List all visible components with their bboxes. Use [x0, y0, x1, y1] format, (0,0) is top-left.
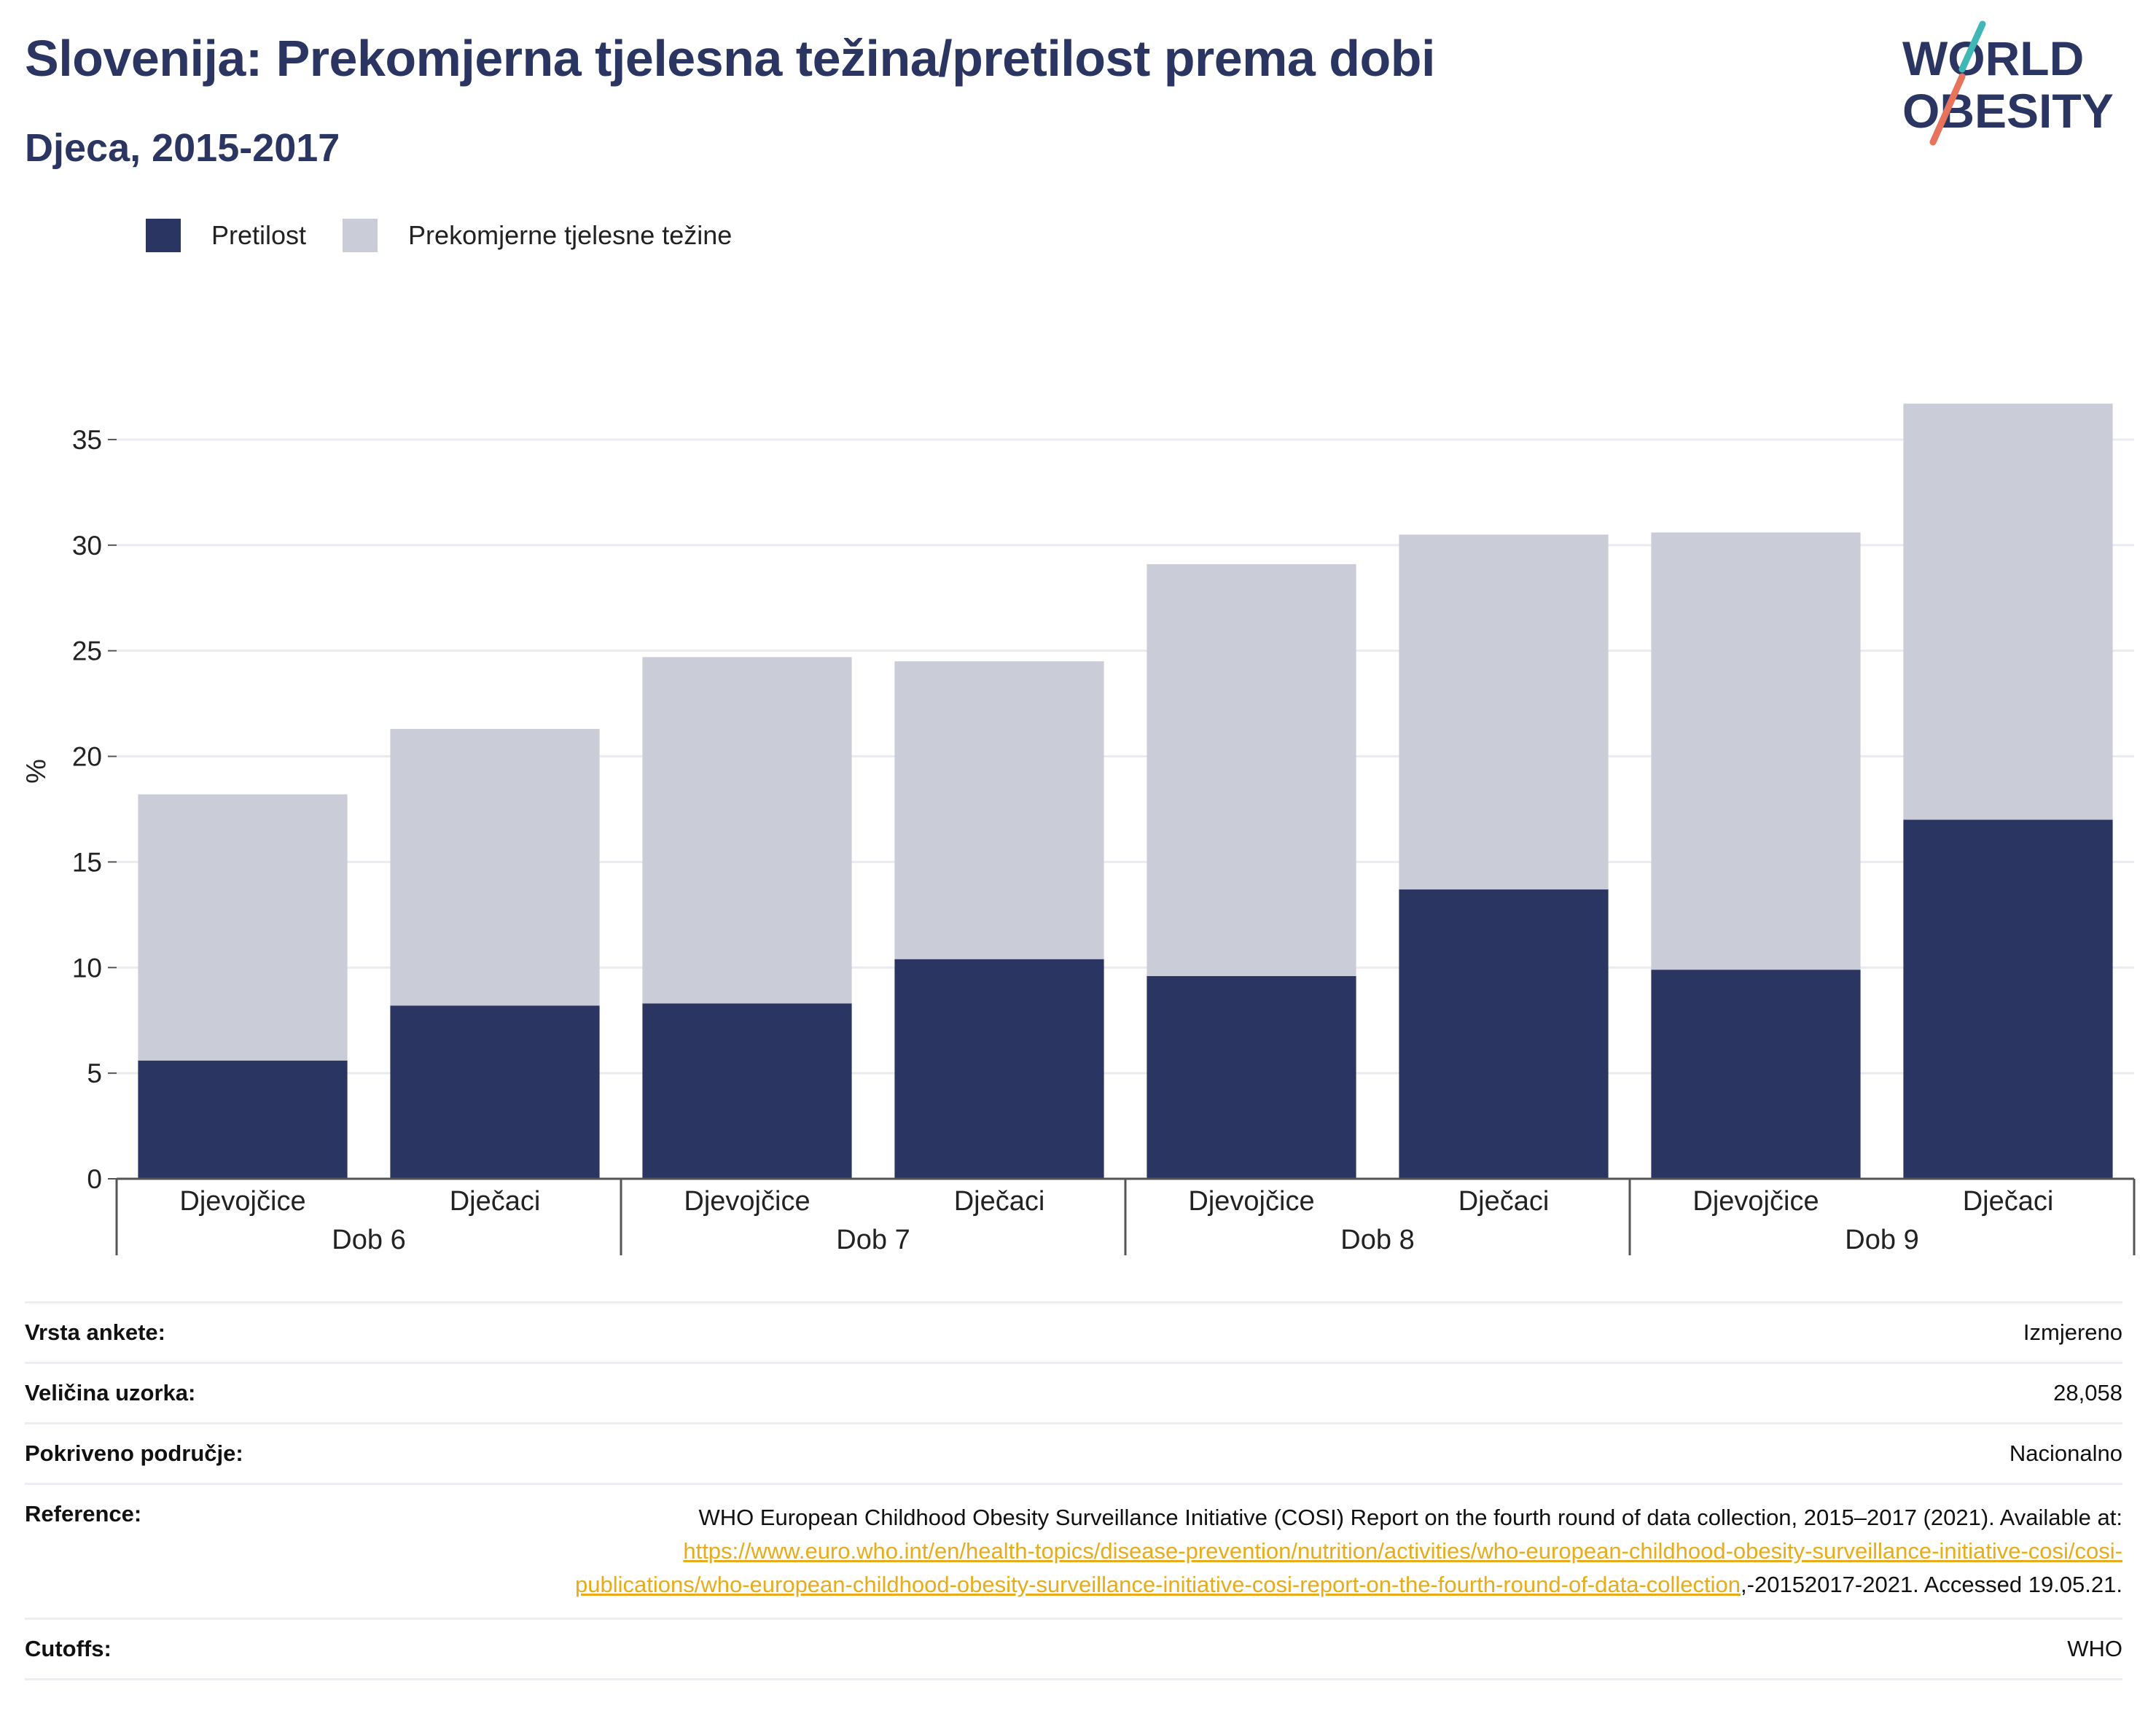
- group-label: Dob 7: [836, 1225, 910, 1255]
- coverage-label: Pokriveno područje:: [25, 1440, 243, 1466]
- coverage-value: Nacionalno: [2009, 1440, 2122, 1466]
- chart-subtitle: Djeca, 2015-2017: [25, 126, 340, 170]
- info-row-cutoffs: Cutoffs: WHO: [25, 1618, 2122, 1680]
- y-tick-label: 20: [72, 742, 102, 772]
- bars: [138, 403, 2113, 1179]
- group-label: Dob 8: [1340, 1225, 1414, 1255]
- group-label: Dob 9: [1845, 1225, 1918, 1255]
- bar-overweight: [1147, 564, 1356, 976]
- sample-size-value: 28,058: [2053, 1380, 2122, 1405]
- stacked-bar-chart: 0 5 10 15 20 25 30 35 Djevojčice Dječaci Djevojčic…: [21, 403, 2136, 1255]
- legend-label-overweight: Prekomjerne tjelesne težine: [408, 220, 733, 250]
- survey-type-label: Vrsta ankete:: [25, 1319, 165, 1345]
- logo-slash-teal: [1958, 20, 1986, 73]
- y-tick-label: 10: [72, 953, 102, 983]
- legend-label-obesity: Pretilost: [211, 220, 307, 250]
- survey-type-value: Izmjereno: [2023, 1319, 2122, 1345]
- x-tick-label: Djevojčice: [1188, 1186, 1314, 1217]
- reference-label: Reference:: [25, 1501, 142, 1527]
- world-obesity-logo: WORLD OBESITY: [1902, 20, 2114, 146]
- sample-size-label: Veličina uzorka:: [25, 1380, 196, 1405]
- legend-swatch-obesity: [146, 219, 181, 252]
- bar-obesity: [642, 1003, 852, 1179]
- bar-overweight: [1903, 403, 2113, 820]
- bar-obesity: [138, 1060, 348, 1179]
- y-tick-label: 5: [87, 1058, 102, 1088]
- x-tick-label: Djevojčice: [684, 1186, 810, 1217]
- x-tick-label: Dječaci: [954, 1186, 1045, 1217]
- y-tick-label: 30: [72, 531, 102, 561]
- bar-overweight: [138, 794, 348, 1061]
- info-row-survey: Vrsta ankete: Izmjereno: [25, 1301, 2122, 1362]
- info-row-reference: Reference: WHO European Childhood Obesit…: [25, 1483, 2122, 1618]
- legend-item-overweight[interactable]: Prekomjerne tjelesne težine: [343, 219, 732, 252]
- bar-obesity: [390, 1005, 600, 1179]
- cutoffs-label: Cutoffs:: [25, 1636, 112, 1661]
- x-tick-label: Dječaci: [450, 1186, 541, 1217]
- bar-obesity: [1147, 975, 1356, 1179]
- bar-obesity: [1903, 819, 2113, 1179]
- logo-slash-coral: [1929, 73, 1966, 146]
- chart-legend: Pretilost Prekomjerne tjelesne težine: [146, 217, 768, 254]
- info-row-sample: Veličina uzorka: 28,058: [25, 1362, 2122, 1422]
- bar-overweight: [894, 661, 1104, 959]
- chart-title: Slovenija: Prekomjerna tjelesna težina/p…: [25, 30, 1435, 87]
- y-tick-label: 15: [72, 847, 102, 877]
- info-table: Vrsta ankete: Izmjereno Veličina uzorka:…: [25, 1301, 2122, 1680]
- cutoffs-value: WHO: [2067, 1636, 2122, 1661]
- bar-overweight: [1651, 532, 1861, 970]
- bar-obesity: [1399, 889, 1609, 1179]
- bar-obesity: [894, 959, 1104, 1179]
- x-tick-label: Djevojčice: [1692, 1186, 1819, 1217]
- x-tick-label: Djevojčice: [179, 1186, 305, 1217]
- reference-link[interactable]: https://www.euro.who.int/en/health-topic…: [575, 1538, 2122, 1597]
- logo-line-1: WORLD: [1902, 31, 2084, 85]
- axes: 0 5 10 15 20 25 30 35 Djevojčice Dječaci Djevojčic…: [72, 425, 2136, 1255]
- legend-item-obesity[interactable]: Pretilost: [146, 219, 306, 252]
- reference-value: WHO European Childhood Obesity Surveilla…: [519, 1501, 2122, 1602]
- bar-overweight: [390, 728, 600, 1006]
- reference-suffix: ,-20152017-2021. Accessed 19.05.21.: [1741, 1572, 2122, 1597]
- group-label: Dob 6: [332, 1225, 405, 1255]
- info-row-area: Pokriveno područje: Nacionalno: [25, 1422, 2122, 1483]
- bar-overweight: [642, 657, 852, 1004]
- y-tick-label: 25: [72, 636, 102, 666]
- y-tick-label: 0: [87, 1164, 102, 1194]
- y-tick-label: 35: [72, 425, 102, 455]
- legend-swatch-overweight: [343, 219, 378, 252]
- x-tick-label: Dječaci: [1458, 1186, 1550, 1217]
- bar-overweight: [1399, 534, 1609, 890]
- x-tick-label: Dječaci: [1963, 1186, 2054, 1217]
- y-axis-label: %: [21, 759, 52, 784]
- bar-obesity: [1651, 970, 1861, 1179]
- reference-text: WHO European Childhood Obesity Surveilla…: [698, 1505, 2122, 1530]
